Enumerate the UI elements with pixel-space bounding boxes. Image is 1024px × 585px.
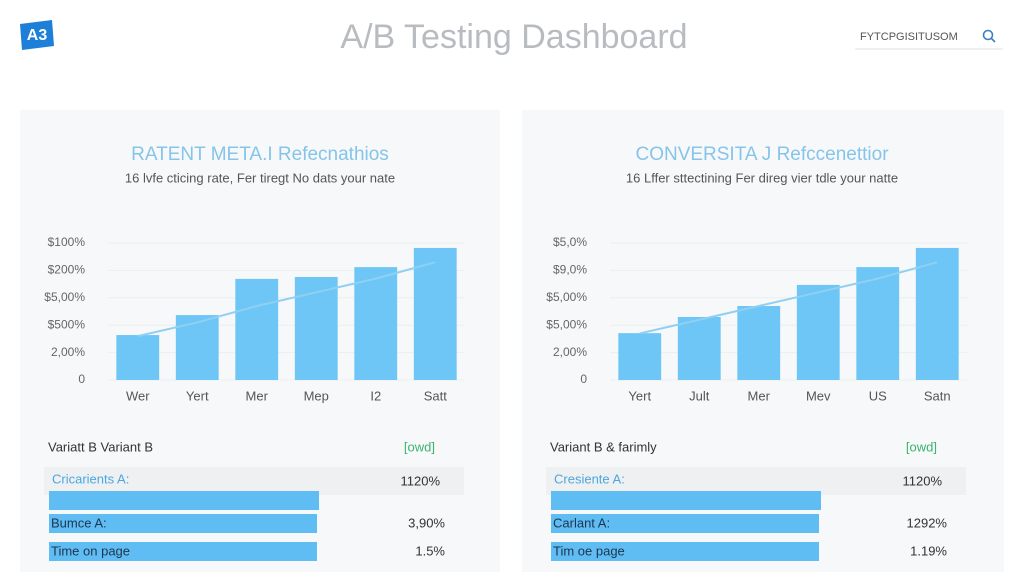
metric-bar [551,514,819,533]
metric-bar [551,542,819,561]
badge: [owd] [404,439,435,454]
metric-bar [551,491,821,510]
y-tick-label: $5,0% [553,235,587,249]
y-tick-label: $100% [48,235,86,249]
metric-label: Cricarients A: [52,471,129,486]
bar [354,267,398,380]
section-title: Variatt B Variant B [48,439,153,454]
metric-label: Time on page [51,543,130,558]
metric-label: Carlant A: [553,515,610,530]
bar [618,333,662,380]
x-tick-label: Mev [806,388,831,403]
metric-row [44,467,464,495]
metric-label: Bumce A: [51,515,107,530]
metric-value: 1.5% [415,543,445,558]
x-tick-label: Mep [304,388,329,403]
y-tick-label: $5,00% [546,290,587,304]
y-tick-label: 2,00% [553,345,587,359]
bar [915,247,959,380]
bar [294,276,338,380]
x-tick-label: Jult [689,388,710,403]
x-tick-label: Yert [186,388,209,403]
page-title: A/B Testing Dashboard [340,18,687,56]
y-tick-label: 0 [78,372,85,386]
x-tick-label: Mer [748,388,771,403]
y-tick-label: 2,00% [51,345,85,359]
y-tick-label: $200% [48,263,86,277]
bar [677,316,721,380]
x-tick-label: Yert [628,388,651,403]
metric-bar [49,542,317,561]
metric-label: Tim oe page [553,543,625,558]
bar [235,278,279,380]
search-icon[interactable] [982,29,996,43]
metric-value: 1120% [902,473,942,488]
metric-value: 3,90% [408,515,445,530]
badge: [owd] [906,439,937,454]
bar [796,284,840,380]
y-tick-label: $9,0% [553,263,587,277]
y-tick-label: $5,00% [546,317,587,331]
x-tick-label: Satt [424,388,448,403]
chart-title: RATENT META.I Refecnathios [131,144,389,165]
metric-bar [49,491,319,510]
metric-row [546,467,966,495]
bar [116,335,160,380]
metric-label: Cresiente A: [554,471,625,486]
chart-subtitle: 16 lvfe cticing rate, Fer tiregt No dats… [125,170,395,185]
metric-bar [49,514,317,533]
metric-value: 1120% [400,473,440,488]
y-tick-label: 0 [580,372,587,386]
chart-title: CONVERSITA J Refccenettior [635,144,889,165]
x-tick-label: US [869,388,887,403]
x-tick-label: I2 [370,388,381,403]
x-tick-label: Satn [924,388,951,403]
y-tick-label: $500% [48,317,86,331]
chart-subtitle: 16 Lffer sttectining Fer direg vier tdle… [626,170,898,185]
search-input[interactable]: FYTCPGISITUSOM [860,31,958,43]
logo-shape [20,20,54,50]
metric-value: 1.19% [910,543,947,558]
logo: A3 [27,27,48,44]
trend-line [639,261,938,335]
bar [175,315,219,380]
bar [856,267,900,380]
y-tick-label: $5,00% [44,290,85,304]
trend-line [137,261,436,338]
bar [413,247,457,380]
section-title: Variant B & farimly [550,439,657,454]
x-tick-label: Wer [126,388,150,403]
bar [737,306,781,380]
metric-value: 1292% [907,515,948,530]
x-tick-label: Mer [246,388,269,403]
